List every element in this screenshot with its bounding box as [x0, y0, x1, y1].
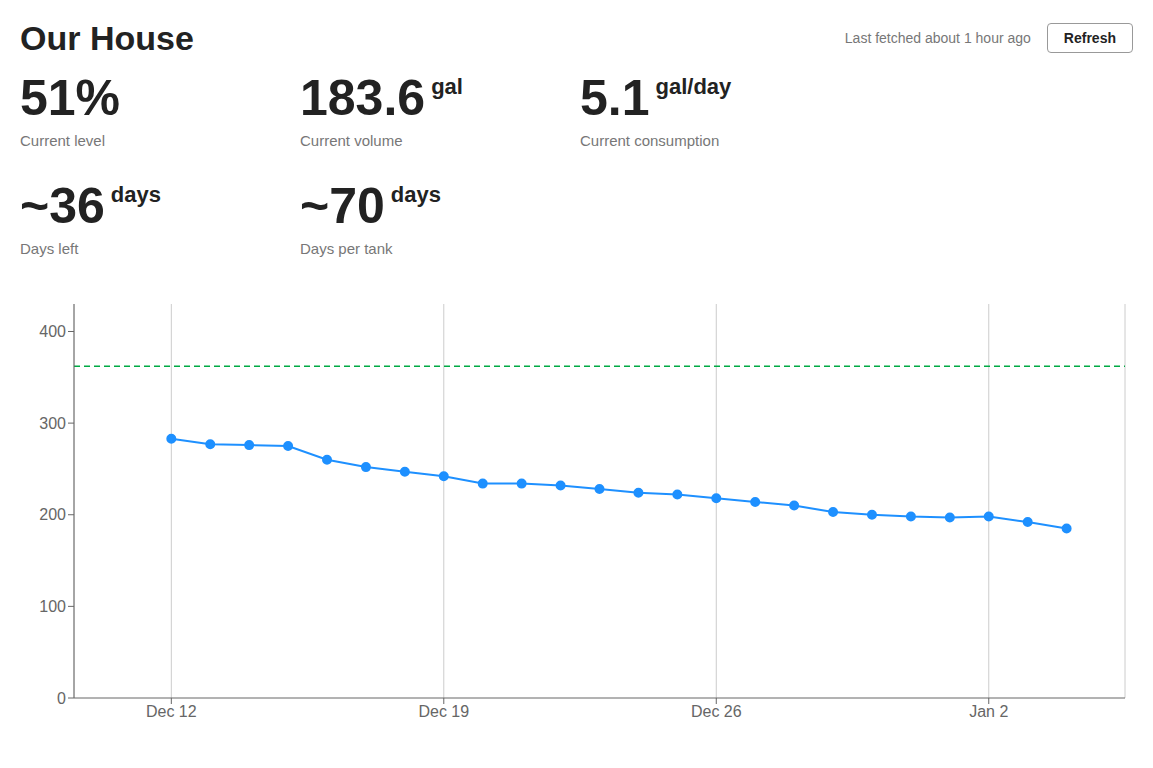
html-text:days: days [390, 182, 441, 207]
svg-text:300: 300 [39, 415, 66, 432]
html-text:Last fetched about 1 hour ago: Last fetched about 1 hour ago [844, 30, 1031, 46]
svg-text:200: 200 [39, 506, 66, 523]
html-text:51%: 51% [20, 70, 121, 126]
html-text:Days per tank: Days per tank [300, 240, 393, 257]
html-text:Our House: Our House [20, 18, 194, 57]
html-text:Days left: Days left [20, 240, 79, 257]
html-text:Current level: Current level [20, 132, 105, 149]
svg-text:0: 0 [57, 690, 66, 707]
html-text:~36: ~36 [20, 178, 105, 234]
svg-text:Dec 26: Dec 26 [691, 703, 742, 720]
html-text:Current volume: Current volume [300, 132, 403, 149]
html-text:gal/day: gal/day [655, 74, 732, 99]
html-text:gal: gal [431, 74, 463, 99]
html-text:~70: ~70 [300, 178, 385, 234]
svg-text:100: 100 [39, 598, 66, 615]
html-text:5.1: 5.1 [580, 70, 650, 126]
svg-text:Dec 12: Dec 12 [146, 703, 197, 720]
html-text:183.6: 183.6 [300, 70, 426, 126]
svg-text:Dec 19: Dec 19 [418, 703, 469, 720]
html-text:days: days [110, 182, 161, 207]
svg-text:400: 400 [39, 323, 66, 340]
html-text:Refresh: Refresh [1063, 30, 1116, 46]
svg-text:Jan 2: Jan 2 [969, 703, 1008, 720]
html-text:Current consumption: Current consumption [580, 132, 720, 149]
